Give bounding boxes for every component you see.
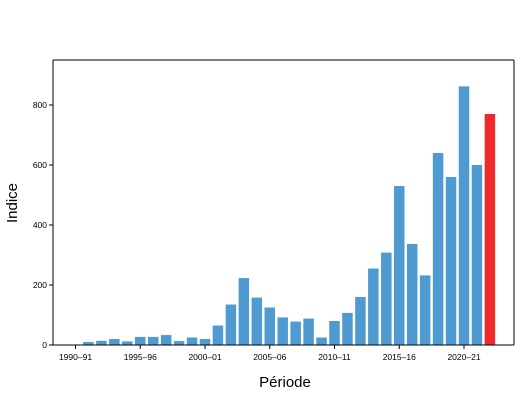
y-tick-label: 800 xyxy=(33,100,47,110)
bar xyxy=(277,317,288,345)
bar xyxy=(458,86,470,346)
y-axis-title: Indice xyxy=(4,183,21,223)
bar xyxy=(147,336,159,345)
bar-highlighted xyxy=(484,114,496,345)
bar xyxy=(135,336,146,345)
bar xyxy=(406,243,418,345)
bar xyxy=(394,186,405,345)
bar xyxy=(432,153,444,345)
bar xyxy=(381,252,392,345)
bar xyxy=(471,165,483,345)
bar xyxy=(290,321,301,345)
bar xyxy=(173,341,185,345)
bar xyxy=(342,312,353,345)
x-axis-title: Période xyxy=(259,374,311,390)
bar xyxy=(186,337,198,345)
bar xyxy=(419,275,431,345)
x-tick-label: 2010–11 xyxy=(318,352,351,362)
bar xyxy=(316,337,327,345)
bar xyxy=(264,307,275,345)
y-ticks-group: 0 200 400 600 800 xyxy=(33,100,53,350)
x-tick-label: 1990–91 xyxy=(59,352,92,362)
bar xyxy=(368,268,379,345)
bar xyxy=(83,342,94,345)
y-tick-label: 0 xyxy=(42,340,47,350)
bar xyxy=(445,177,457,345)
bar xyxy=(109,339,120,345)
y-tick-label: 400 xyxy=(33,220,47,230)
bar xyxy=(96,340,107,345)
bar-group xyxy=(83,86,496,346)
bar xyxy=(225,304,237,345)
x-tick-label: 2015–16 xyxy=(383,352,416,362)
x-tick-label: 2005–06 xyxy=(253,352,286,362)
x-tick-label: 2000–01 xyxy=(188,352,221,362)
axes-group xyxy=(52,59,515,346)
bar xyxy=(303,318,314,345)
bar xyxy=(160,335,172,345)
bar xyxy=(212,325,224,345)
bar xyxy=(122,341,133,345)
bar xyxy=(199,339,211,345)
bar xyxy=(355,297,366,345)
bar xyxy=(238,278,250,345)
x-tick-label: 2020–21 xyxy=(447,352,480,362)
x-ticks-group: 1990–91 1995–96 2000–01 2005–06 2010–11 2015–… xyxy=(59,345,481,362)
y-tick-label: 600 xyxy=(33,160,47,170)
y-tick-label: 200 xyxy=(33,280,47,290)
bar xyxy=(329,321,340,345)
bar xyxy=(251,297,263,345)
x-tick-label: 1995–96 xyxy=(124,352,157,362)
